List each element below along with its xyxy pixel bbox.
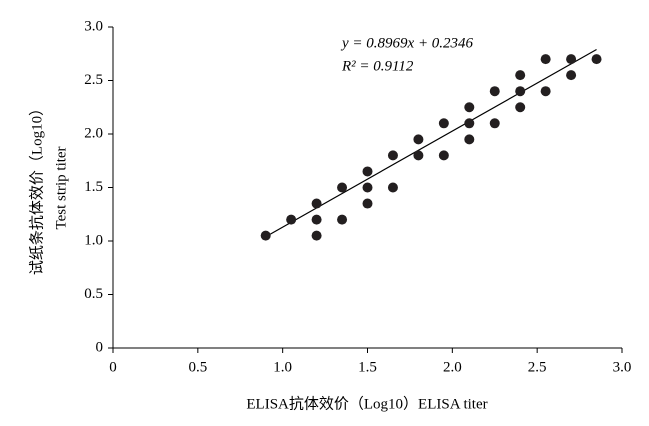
point xyxy=(515,70,526,81)
point xyxy=(337,182,348,193)
point xyxy=(311,214,322,225)
equation: y = 0.8969x + 0.2346 xyxy=(340,35,474,51)
point xyxy=(591,54,602,65)
point xyxy=(311,198,322,209)
point xyxy=(489,118,500,129)
y-tick-label: 2.5 xyxy=(84,72,103,88)
x-tick-label: 1.0 xyxy=(273,359,292,375)
point xyxy=(362,198,373,209)
point xyxy=(286,214,297,225)
x-axis-label: ELISA抗体效价（Log10）ELISA titer xyxy=(246,395,487,412)
point xyxy=(489,86,500,97)
y-tick-label: 3.0 xyxy=(84,18,103,34)
y-tick-label: 0.5 xyxy=(84,286,103,302)
x-tick-label: 2.5 xyxy=(528,359,547,375)
point xyxy=(362,182,373,193)
point xyxy=(337,214,348,225)
y-tick-label: 1.0 xyxy=(84,232,103,248)
point xyxy=(438,150,449,161)
r-squared: R² = 0.9112 xyxy=(341,58,414,74)
point xyxy=(464,134,475,145)
point xyxy=(438,118,449,129)
y-tick-label: 1.5 xyxy=(84,179,103,195)
point xyxy=(515,102,526,113)
x-tick-label: 0.5 xyxy=(188,359,207,375)
point xyxy=(540,86,551,97)
point xyxy=(540,54,551,65)
point xyxy=(566,70,577,81)
x-tick-label: 0 xyxy=(109,359,117,375)
x-tick-label: 2.0 xyxy=(443,359,462,375)
x-tick-label: 1.5 xyxy=(358,359,377,375)
point xyxy=(413,134,424,145)
fit-line xyxy=(265,48,597,238)
point xyxy=(464,118,475,129)
point xyxy=(387,150,398,161)
point xyxy=(566,54,577,65)
point xyxy=(311,230,322,241)
y-axis-label: 试纸条抗体效价（Log10） xyxy=(28,101,45,275)
point xyxy=(362,166,373,177)
point xyxy=(387,182,398,193)
y-tick-label: 0 xyxy=(96,339,104,355)
point xyxy=(515,86,526,97)
point xyxy=(260,230,271,241)
y-tick-label: 2.0 xyxy=(84,125,103,141)
x-tick-label: 3.0 xyxy=(613,359,632,375)
point xyxy=(464,102,475,113)
point xyxy=(413,150,424,161)
y-axis-label: Test strip titer xyxy=(53,146,69,229)
